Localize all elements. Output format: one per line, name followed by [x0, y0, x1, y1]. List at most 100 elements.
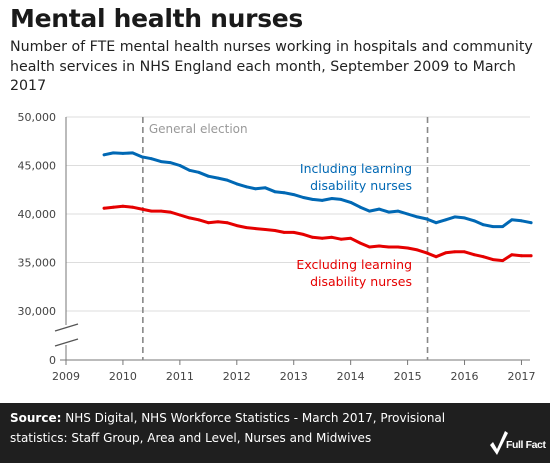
data-point: [491, 225, 495, 229]
x-tick-label: 2016: [451, 370, 479, 383]
data-point: [529, 254, 533, 258]
data-point: [311, 198, 314, 201]
y-tick-label: 50,000: [18, 111, 57, 124]
data-point: [282, 191, 286, 195]
series-label-line: disability nurses: [310, 274, 412, 289]
data-point: [216, 220, 220, 224]
data-point: [320, 236, 324, 240]
data-point: [282, 231, 286, 234]
data-point: [330, 235, 334, 239]
x-tick-label: 2012: [223, 370, 251, 383]
data-point: [311, 235, 314, 239]
data-point: [292, 193, 296, 197]
data-point: [501, 225, 505, 229]
line-chart: 0 30,000 35,000 40,000 45,000 50,000 2009 2010…: [18, 111, 536, 383]
data-point: [368, 209, 371, 213]
data-point: [320, 199, 324, 202]
data-point: [263, 228, 267, 231]
full-fact-logo[interactable]: Full Fact: [488, 431, 546, 457]
data-point: [263, 186, 267, 190]
data-point: [406, 212, 409, 216]
data-point: [415, 248, 419, 252]
data-point: [481, 223, 485, 227]
annotation-label: General election: [149, 122, 248, 136]
data-point: [444, 251, 448, 255]
data-point: [168, 161, 172, 165]
gridlines: [66, 116, 530, 312]
data-point: [330, 197, 334, 200]
data-point: [216, 176, 220, 180]
data-point: [121, 152, 125, 155]
data-point: [472, 219, 476, 223]
data-point: [102, 206, 106, 210]
data-point: [368, 245, 371, 249]
series-lines: [102, 151, 533, 263]
data-point: [150, 157, 153, 161]
data-point: [302, 233, 305, 236]
data-point: [339, 198, 343, 201]
series-label-line: disability nurses: [310, 178, 412, 193]
data-point: [178, 213, 182, 217]
data-point: [197, 170, 201, 174]
data-point: [150, 209, 153, 213]
source-label: Source:: [10, 411, 62, 425]
y-tick-label: 35,000: [18, 257, 57, 270]
data-point: [102, 153, 106, 157]
x-tick-label: 2013: [280, 370, 308, 383]
data-point: [206, 221, 210, 225]
data-point: [254, 187, 257, 191]
axis-break-mark: [54, 323, 79, 332]
data-point: [225, 221, 229, 225]
series-line: [102, 151, 533, 229]
x-tick-label: 2015: [394, 370, 422, 383]
data-point: [520, 254, 523, 258]
data-point: [463, 250, 466, 254]
axis-break-mark: [54, 338, 79, 347]
data-point: [510, 218, 514, 222]
data-point: [520, 219, 523, 223]
data-point: [349, 201, 353, 204]
source-text: NHS Digital, NHS Workforce Statistics - …: [10, 411, 446, 445]
data-point: [377, 244, 381, 248]
data-point: [245, 226, 248, 230]
data-point: [292, 231, 296, 234]
y-axis-ticks: 0 30,000 35,000 40,000 45,000 50,000: [18, 111, 57, 367]
data-point: [434, 255, 438, 259]
data-point: [463, 216, 466, 220]
y-tick-label: 40,000: [18, 208, 57, 221]
chart-subtitle: Number of FTE mental health nurses worki…: [10, 39, 533, 94]
series-label-line: Including learning: [300, 161, 412, 176]
data-point: [510, 253, 514, 257]
data-point: [111, 151, 115, 155]
x-axis: 2009 2010 2011 2012 2013 2014 2015 2016 2017: [52, 117, 535, 383]
data-point: [491, 258, 495, 261]
data-point: [197, 218, 201, 222]
data-point: [349, 236, 353, 240]
data-point: [358, 241, 362, 245]
x-tick-label: 2011: [166, 370, 194, 383]
data-point: [339, 237, 343, 241]
y-tick-label: 30,000: [18, 305, 57, 318]
source-note: Source: NHS Digital, NHS Workforce Stati…: [10, 408, 480, 448]
x-tick-label: 2017: [507, 370, 535, 383]
data-point: [273, 229, 277, 232]
x-tick-label: 2010: [109, 370, 137, 383]
data-point: [481, 255, 485, 259]
chart-title: Mental health nurses: [10, 4, 304, 33]
data-point: [302, 196, 305, 199]
brand-name: Full Fact: [506, 439, 546, 451]
data-point: [140, 155, 144, 159]
data-point: [444, 218, 448, 222]
y-tick-label: 0: [49, 354, 56, 367]
series-label-line: Excluding learning: [296, 257, 412, 272]
data-point: [159, 160, 163, 164]
data-point: [529, 221, 533, 225]
data-point: [387, 210, 391, 214]
data-point: [178, 164, 182, 167]
data-point: [453, 250, 457, 254]
data-point: [377, 207, 381, 211]
data-point: [225, 178, 229, 182]
data-point: [472, 253, 476, 257]
data-point: [111, 205, 115, 209]
data-point: [235, 182, 239, 186]
